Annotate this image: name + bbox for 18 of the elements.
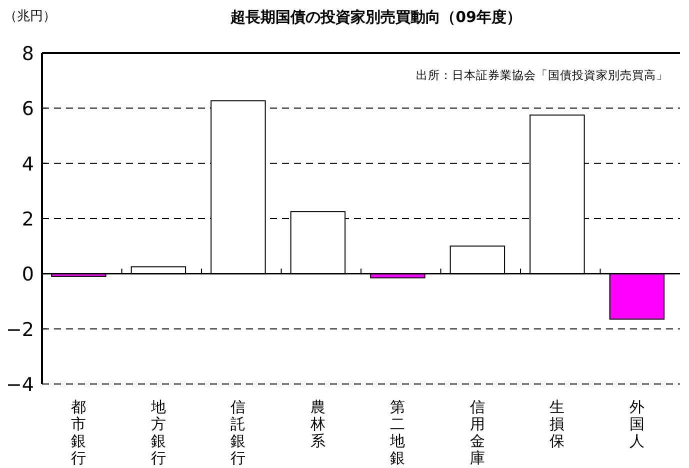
y-tick-label: 6 bbox=[22, 98, 34, 120]
x-tick-label: 農林系 bbox=[309, 398, 326, 450]
y-axis-title: （兆円） bbox=[4, 9, 56, 24]
x-tick-label: 信用金庫 bbox=[470, 398, 485, 467]
y-tick-label: 4 bbox=[22, 153, 34, 176]
x-tick-label: 信託銀行 bbox=[230, 398, 246, 467]
y-tick-label: 0 bbox=[22, 264, 34, 286]
y-tick-label: −4 bbox=[6, 374, 34, 396]
x-tick-label: 地方銀行 bbox=[150, 398, 166, 467]
annotation: 出所：日本証券業協会「国債投資家別売買高」 bbox=[416, 68, 668, 82]
chart-title: 超長期国債の投資家別売買動向（09年度） bbox=[230, 8, 522, 26]
y-tick-label: 2 bbox=[22, 208, 34, 230]
y-tick-label: 8 bbox=[22, 43, 34, 65]
y-tick-label: −2 bbox=[6, 318, 34, 341]
x-tick-label: 外国人 bbox=[629, 398, 644, 450]
x-tick-label: 生損保 bbox=[550, 398, 565, 450]
x-tick-label: 第二地銀 bbox=[389, 398, 406, 467]
x-tick-label: 都市銀行 bbox=[71, 398, 86, 467]
